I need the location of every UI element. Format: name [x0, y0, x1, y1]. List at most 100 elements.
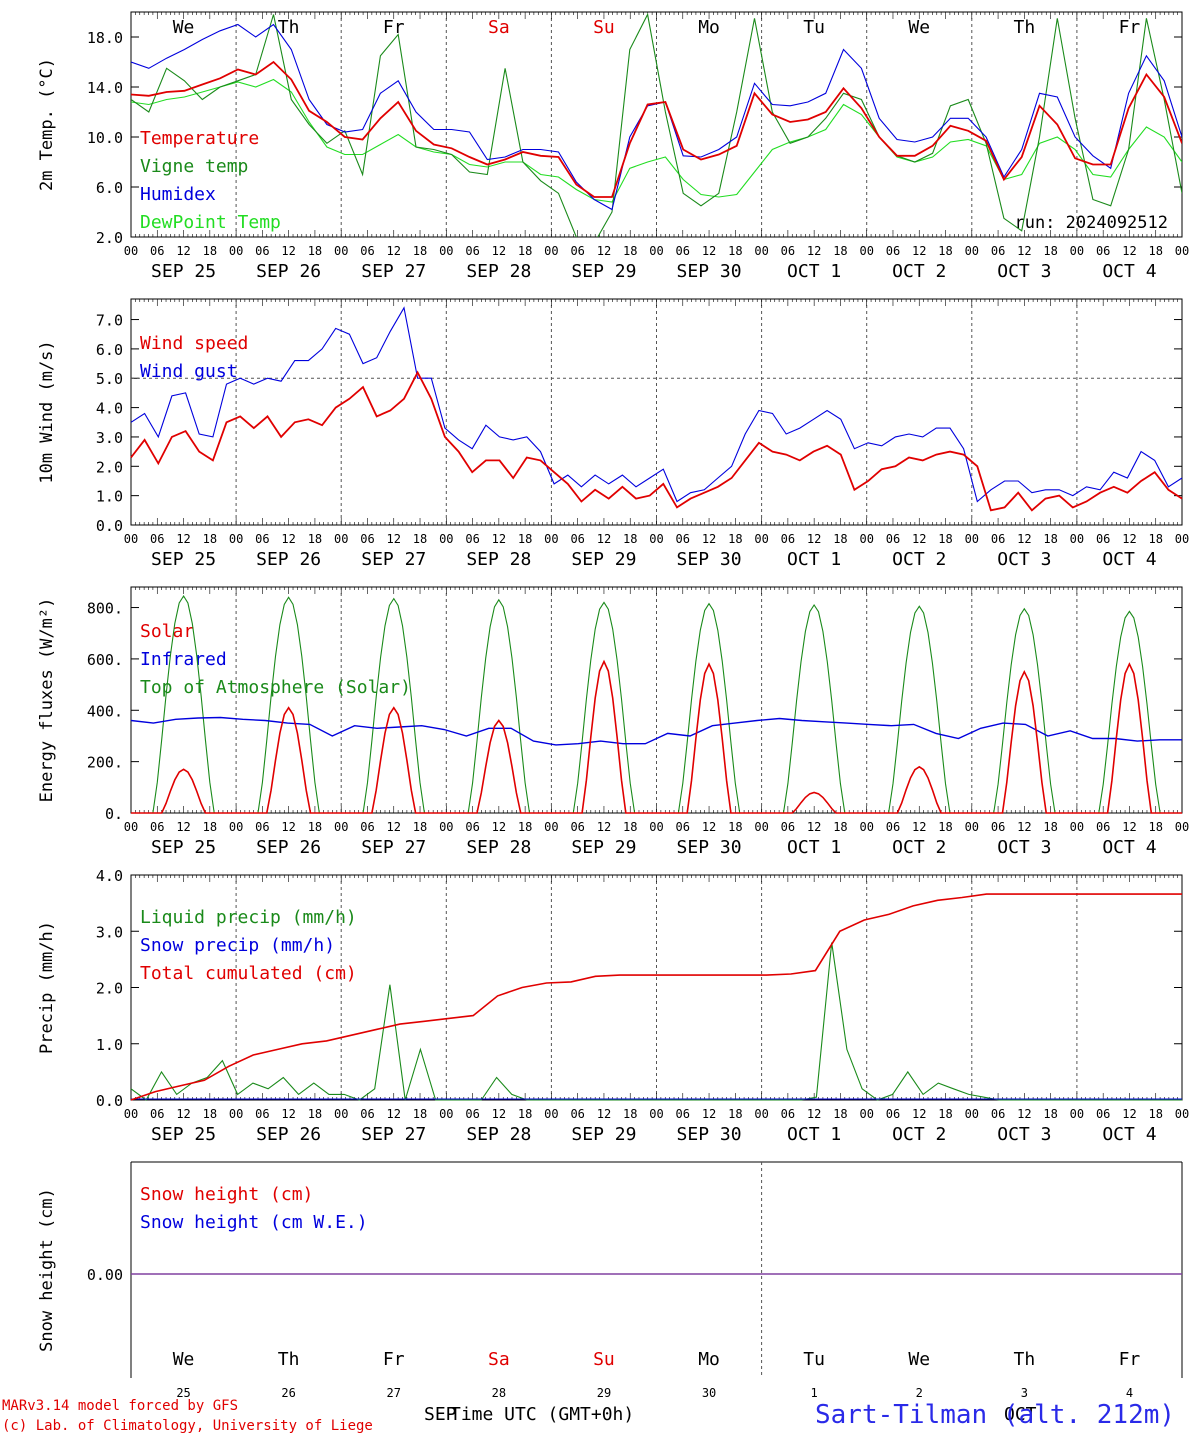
date-label: OCT 1 — [787, 837, 841, 858]
hour-label: 18 — [203, 820, 217, 834]
hour-label: 18 — [308, 244, 322, 258]
panel-5 — [130, 1161, 1183, 1378]
hour-label: 18 — [728, 1107, 742, 1121]
hour-label: 18 — [833, 1107, 847, 1121]
hour-label: 06 — [255, 532, 269, 546]
day-name: Fr — [1119, 1349, 1141, 1370]
hour-label: 12 — [492, 1107, 506, 1121]
hour-label: 00 — [229, 244, 243, 258]
day-number: 25 — [176, 1386, 190, 1400]
hour-label: 00 — [124, 244, 138, 258]
hour-label: 18 — [728, 244, 742, 258]
date-label: SEP 26 — [256, 261, 321, 282]
hour-label: 00 — [1070, 244, 1084, 258]
day-name: Th — [278, 1349, 300, 1370]
hour-label: 12 — [1017, 532, 1031, 546]
hour-label: 18 — [1148, 820, 1162, 834]
hour-label: 00 — [334, 244, 348, 258]
hour-label: 00 — [754, 820, 768, 834]
day-name: Tu — [803, 17, 825, 38]
date-label: OCT 3 — [997, 837, 1051, 858]
time-axis-title: Time UTC (GMT+0h) — [450, 1404, 635, 1425]
y-tick-label: 10.0 — [87, 129, 123, 147]
hour-label: 06 — [991, 532, 1005, 546]
y-tick-label: 4.0 — [96, 867, 123, 885]
hour-label: 06 — [781, 532, 795, 546]
hour-label: 12 — [702, 244, 716, 258]
date-label: OCT 3 — [997, 549, 1051, 570]
date-label: SEP 30 — [677, 549, 742, 570]
hour-label: 12 — [702, 820, 716, 834]
month-left: SEP — [424, 1404, 457, 1425]
date-label: OCT 4 — [1102, 261, 1156, 282]
date-label: SEP 28 — [466, 549, 531, 570]
hour-label: 12 — [912, 244, 926, 258]
day-name: We — [173, 17, 195, 38]
hour-label: 12 — [1122, 532, 1136, 546]
hour-label: 18 — [623, 532, 637, 546]
hour-label: 12 — [702, 532, 716, 546]
legend-entry: Total cumulated (cm) — [140, 963, 357, 984]
hour-label: 00 — [229, 1107, 243, 1121]
day-number: 28 — [492, 1386, 506, 1400]
hour-label: 18 — [1043, 820, 1057, 834]
day-number: 26 — [281, 1386, 295, 1400]
date-label: OCT 3 — [997, 1124, 1051, 1145]
day-number: 2 — [916, 1386, 923, 1400]
hour-label: 06 — [465, 820, 479, 834]
day-name: Mo — [698, 1349, 720, 1370]
date-label: SEP 27 — [361, 549, 426, 570]
hour-label: 12 — [1122, 244, 1136, 258]
hour-label: 00 — [334, 820, 348, 834]
day-name: Th — [278, 17, 300, 38]
y-tick-label: 2.0 — [96, 229, 123, 247]
y-axis-title: Energy fluxes (W/m²) — [37, 598, 57, 803]
hour-label: 18 — [518, 244, 532, 258]
hour-label: 12 — [912, 820, 926, 834]
hour-label: 18 — [1043, 532, 1057, 546]
day-name: Fr — [1119, 17, 1141, 38]
date-label: SEP 28 — [466, 1124, 531, 1145]
hour-label: 00 — [229, 820, 243, 834]
hour-label: 00 — [1175, 244, 1189, 258]
hour-label: 00 — [649, 1107, 663, 1121]
series-line-red — [131, 60, 1182, 198]
hour-label: 00 — [754, 244, 768, 258]
day-name: We — [173, 1349, 195, 1370]
hour-label: 12 — [702, 1107, 716, 1121]
hour-label: 06 — [781, 244, 795, 258]
hour-label: 06 — [676, 1107, 690, 1121]
date-label: OCT 2 — [892, 837, 946, 858]
total-cumulated-line — [130, 893, 1182, 1101]
hour-label: 12 — [1122, 820, 1136, 834]
y-tick-label: 0.0 — [96, 1092, 123, 1110]
hour-label: 12 — [492, 820, 506, 834]
hour-label: 00 — [124, 532, 138, 546]
date-label: SEP 26 — [256, 549, 321, 570]
hour-label: 12 — [597, 820, 611, 834]
hour-label: 06 — [465, 1107, 479, 1121]
hour-label: 06 — [255, 1107, 269, 1121]
day-name: We — [908, 1349, 930, 1370]
wind-gust-line — [130, 306, 1183, 503]
hour-label: 00 — [965, 532, 979, 546]
date-label: SEP 29 — [571, 837, 636, 858]
date-label: SEP 26 — [256, 837, 321, 858]
legend-entry: Snow precip (mm/h) — [140, 935, 335, 956]
legend-entry: Wind speed — [140, 333, 248, 354]
day-name: Th — [1014, 1349, 1036, 1370]
hour-label: 12 — [387, 1107, 401, 1121]
hour-label: 00 — [1070, 1107, 1084, 1121]
day-number: 3 — [1021, 1386, 1028, 1400]
hour-label: 12 — [597, 532, 611, 546]
legend-entry: Temperature — [140, 128, 259, 149]
hour-label: 00 — [439, 1107, 453, 1121]
date-label: OCT 1 — [787, 261, 841, 282]
hour-label: 18 — [1148, 244, 1162, 258]
date-label: OCT 2 — [892, 549, 946, 570]
date-label: OCT 1 — [787, 549, 841, 570]
hour-label: 06 — [150, 244, 164, 258]
hour-label: 18 — [518, 820, 532, 834]
hour-label: 12 — [281, 820, 295, 834]
hour-label: 00 — [965, 820, 979, 834]
